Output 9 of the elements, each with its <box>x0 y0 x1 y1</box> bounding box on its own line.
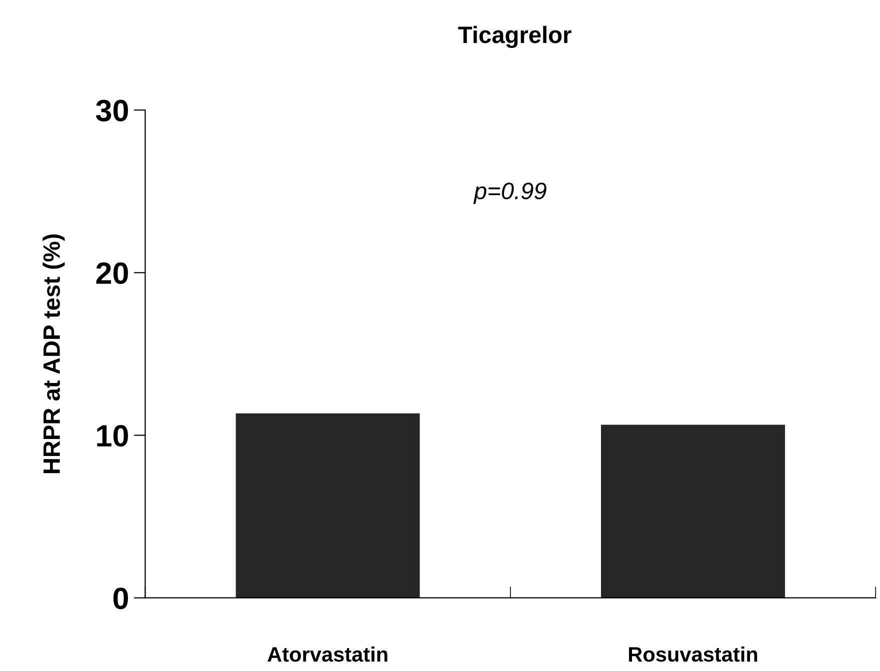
x-tick-label: Atorvastatin <box>268 646 388 662</box>
y-tick-label: 30 <box>96 100 128 122</box>
annotation: p=0.99 <box>473 182 546 204</box>
chart-title: Ticagrelor <box>458 26 572 48</box>
y-tick-label: 10 <box>97 424 128 447</box>
y-tick-label: 20 <box>96 262 128 284</box>
y-tick-label: 0 <box>113 588 128 610</box>
y-axis-title: HRPR at ADP test (%) <box>42 234 65 474</box>
x-tick-label: Rosuvastatin <box>628 646 758 662</box>
